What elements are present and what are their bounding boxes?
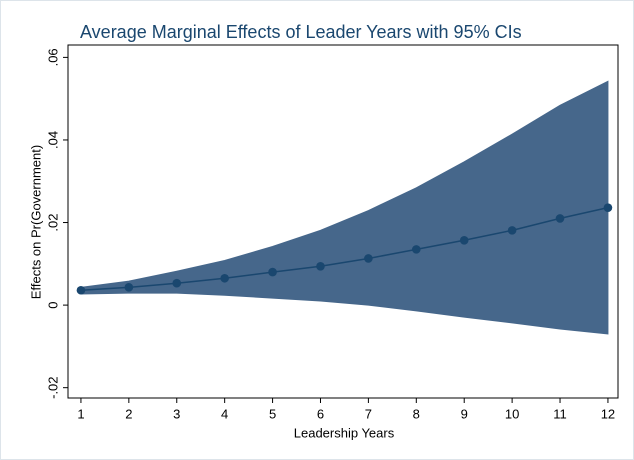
- estimate-point: [76, 285, 86, 295]
- ci-area: [80, 80, 609, 335]
- x-tick-label: 5: [269, 406, 276, 421]
- estimate-point: [459, 235, 469, 245]
- x-tick-label: 9: [461, 406, 468, 421]
- estimate-line: [80, 206, 609, 291]
- y-tick-label: 0: [45, 301, 60, 308]
- x-tick-label: 10: [505, 406, 519, 421]
- x-tick-label: 12: [601, 406, 615, 421]
- x-tick-label: 3: [173, 406, 180, 421]
- x-tick-label: 1: [77, 406, 84, 421]
- chart-title: Average Marginal Effects of Leader Years…: [80, 22, 522, 42]
- x-axis-label: Leadership Years: [294, 425, 395, 440]
- x-tick-label: 4: [221, 406, 228, 421]
- estimate-point: [555, 214, 565, 223]
- y-tick-label: -.02: [45, 376, 60, 398]
- estimate-point: [412, 245, 421, 254]
- y-axis-label: Effects on Pr(Government): [28, 145, 43, 299]
- x-tick-label: 8: [413, 406, 420, 421]
- estimate-point: [124, 283, 134, 292]
- estimate-point: [364, 254, 373, 263]
- x-tick-label: 2: [125, 406, 132, 421]
- x-tick-label: 6: [317, 406, 324, 421]
- estimate-point: [172, 278, 182, 288]
- estimate-point: [603, 203, 613, 212]
- y-tick-label: .04: [45, 131, 60, 149]
- y-tick-label: .06: [45, 48, 60, 66]
- y-tick-label: .02: [45, 213, 60, 231]
- estimate-point: [316, 261, 325, 271]
- estimate-point: [220, 273, 229, 283]
- x-tick-label: 7: [365, 406, 372, 421]
- estimate-point: [268, 267, 277, 277]
- x-tick-label: 11: [553, 406, 567, 421]
- plot-frame: [67, 44, 619, 399]
- estimate-point: [507, 226, 517, 235]
